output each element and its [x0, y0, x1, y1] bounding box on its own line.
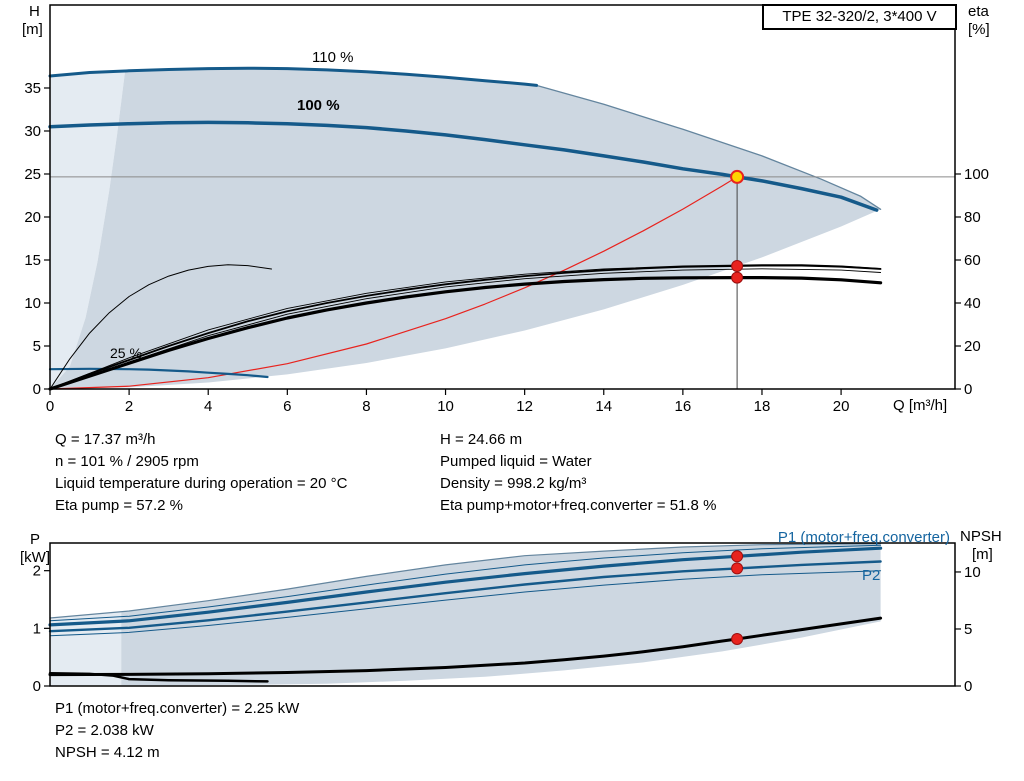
y-left-tick-label: 20 — [24, 209, 41, 226]
x-tick-label: 8 — [362, 398, 370, 415]
y-right-tick-label: 20 — [964, 338, 981, 355]
info-temp: Liquid temperature during operation = 20… — [55, 475, 348, 492]
y-left-tick-label: 0 — [33, 678, 41, 695]
y-left-tick-label: 10 — [24, 295, 41, 312]
duty-info-right: H = 24.66 m Pumped liquid = Water Densit… — [440, 429, 716, 517]
x-tick-label: 6 — [283, 398, 291, 415]
envelope-upper-border — [535, 84, 882, 210]
x-tick-label: 18 — [754, 398, 771, 415]
p1-dot — [731, 550, 744, 563]
result-info: P1 (motor+freq.converter) = 2.25 kW P2 =… — [55, 698, 299, 764]
npsh-curve — [48, 616, 883, 677]
x-tick-label: 0 — [46, 398, 54, 415]
curve-110 — [48, 66, 538, 87]
eta-25-curve — [49, 264, 272, 390]
speed-100-label: 100 % — [297, 97, 340, 114]
pump-type-box: TPE 32-320/2, 3*400 V — [762, 4, 957, 30]
x-tick-label: 16 — [675, 398, 692, 415]
npsh-axis-unit: [m] — [972, 546, 993, 563]
curve-p2 — [48, 560, 882, 633]
plot-frame — [49, 542, 956, 687]
eta-pump-dot — [731, 260, 744, 272]
eta-total-curve — [48, 276, 883, 391]
x-tick-label: 2 — [125, 398, 133, 415]
info-p1: P1 (motor+freq.converter) = 2.25 kW — [55, 700, 300, 717]
eta-total-dot — [731, 271, 744, 284]
info-npsh: NPSH = 4.12 m — [55, 744, 160, 761]
p1-curve-label: P1 (motor+freq.converter) — [777, 529, 950, 546]
system-curve — [49, 176, 738, 390]
envelope-main — [50, 68, 881, 389]
y-left-tick-label: 2 — [33, 563, 41, 580]
x-tick-label: 14 — [595, 398, 612, 415]
envelope-border-top-b — [49, 543, 882, 619]
x-tick-label: 20 — [833, 398, 850, 415]
y-right-tick-label: 60 — [964, 252, 981, 269]
eta-pump-curve — [49, 264, 882, 390]
y-right-tick-label: 0 — [964, 381, 972, 398]
y-left-tick-label: 30 — [24, 123, 41, 140]
eta-curve-thin-b — [49, 268, 882, 390]
curve-100 — [48, 120, 879, 212]
info-eta-total: Eta pump+motor+freq.converter = 51.8 % — [440, 497, 717, 514]
speed-25-label: 25 % — [110, 345, 142, 361]
y-right-tick-label: 40 — [964, 295, 981, 312]
duty-info-left: Q = 17.37 m³/h n = 101 % / 2905 rpm Liqu… — [55, 429, 347, 517]
curve-p1 — [48, 546, 883, 627]
info-density: Density = 998.2 kg/m³ — [440, 475, 587, 492]
info-eta-pump: Eta pump = 57.2 % — [55, 497, 183, 514]
eta-axis-unit: [%] — [968, 21, 990, 38]
qh-eta-chart: 0 2 4 6 8 10 12 14 16 18 20 0 5 10 15 20 25 30 35 0 20 40 60 80… — [24, 4, 989, 415]
y-left-tick-label: 25 — [24, 166, 41, 183]
info-liquid: Pumped liquid = Water — [440, 453, 592, 470]
y-right-tick-label: 10 — [964, 564, 981, 581]
y-left-tick-label: 35 — [24, 80, 41, 97]
info-p2: P2 = 2.038 kW — [55, 722, 154, 739]
y-left-tick-label: 0 — [33, 381, 41, 398]
p-axis-title: P — [30, 531, 41, 548]
envelope-light — [50, 70, 126, 390]
h-axis-unit: [m] — [22, 21, 43, 38]
npsh-axis-title: NPSH — [960, 528, 1002, 545]
eta-axis-title: eta — [968, 3, 989, 20]
info-n: n = 101 % / 2905 rpm — [55, 453, 199, 470]
y-right-tick-label: 80 — [964, 209, 981, 226]
q-axis-title: Q [m³/h] — [893, 397, 948, 414]
p-axis-unit: [kW] — [20, 549, 50, 566]
y-right-tick-label: 0 — [964, 678, 972, 695]
y-left-tick-label: 5 — [33, 338, 41, 355]
h-axis-title: H — [29, 3, 40, 20]
y-right-tick-label: 100 — [964, 166, 989, 183]
p1-upper-thin — [49, 544, 882, 622]
x-tick-label: 12 — [516, 398, 533, 415]
info-h: H = 24.66 m — [440, 431, 523, 448]
y-left-tick-label: 15 — [24, 252, 41, 269]
x-tick-label: 10 — [437, 398, 454, 415]
y-right-tick-label: 5 — [964, 621, 972, 638]
p2-dot — [731, 562, 744, 575]
x-tick-label: 4 — [204, 398, 212, 415]
speed-110-label: 110 % — [312, 49, 354, 66]
p2-curve-label: P2 — [862, 567, 881, 584]
duty-point — [730, 169, 745, 184]
p2-lower-thin — [49, 570, 882, 637]
npsh-dot — [731, 633, 744, 645]
info-q: Q = 17.37 m³/h — [55, 431, 156, 448]
plot-frame — [49, 4, 956, 390]
power-npsh-chart: 0 1 2 0 5 10 — [33, 542, 981, 695]
y-left-tick-label: 1 — [33, 620, 41, 637]
